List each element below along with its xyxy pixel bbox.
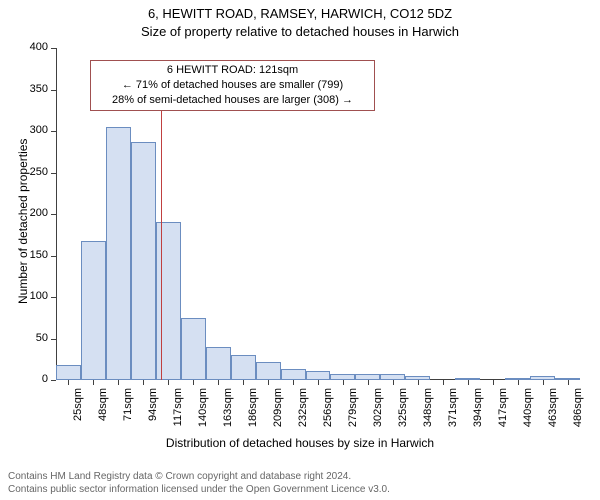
xtick-label: 232sqm	[297, 388, 309, 438]
ytick-mark	[51, 131, 56, 132]
xtick-label: 163sqm	[222, 388, 234, 438]
ytick-mark	[51, 214, 56, 215]
xtick-mark	[543, 380, 544, 385]
x-axis-label: Distribution of detached houses by size …	[0, 436, 600, 450]
histogram-bar	[355, 374, 380, 380]
xtick-label: 417sqm	[497, 388, 509, 438]
xtick-mark	[518, 380, 519, 385]
xtick-mark	[143, 380, 144, 385]
xtick-label: 48sqm	[97, 388, 109, 438]
xtick-mark	[393, 380, 394, 385]
xtick-label: 394sqm	[472, 388, 484, 438]
xtick-label: 440sqm	[522, 388, 534, 438]
ytick-label: 350	[0, 83, 48, 95]
ytick-mark	[51, 256, 56, 257]
xtick-label: 279sqm	[347, 388, 359, 438]
callout-box: 6 HEWITT ROAD: 121sqm← 71% of detached h…	[90, 60, 375, 111]
histogram-bar	[231, 355, 256, 380]
y-axis-label: Number of detached properties	[16, 139, 30, 304]
histogram-bar	[156, 222, 181, 380]
chart-title-address: 6, HEWITT ROAD, RAMSEY, HARWICH, CO12 5D…	[0, 6, 600, 21]
ytick-mark	[51, 380, 56, 381]
ytick-label: 200	[0, 207, 48, 219]
histogram-bar	[330, 374, 355, 380]
ytick-label: 50	[0, 332, 48, 344]
callout-line-1: 6 HEWITT ROAD: 121sqm	[97, 63, 368, 78]
xtick-label: 325sqm	[397, 388, 409, 438]
ytick-label: 300	[0, 124, 48, 136]
xtick-mark	[493, 380, 494, 385]
histogram-bar	[256, 362, 281, 380]
ytick-label: 250	[0, 166, 48, 178]
xtick-mark	[68, 380, 69, 385]
xtick-mark	[93, 380, 94, 385]
histogram-bar	[181, 318, 206, 380]
xtick-label: 94sqm	[147, 388, 159, 438]
xtick-mark	[218, 380, 219, 385]
ytick-mark	[51, 48, 56, 49]
xtick-mark	[168, 380, 169, 385]
ytick-label: 150	[0, 249, 48, 261]
xtick-mark	[293, 380, 294, 385]
xtick-label: 209sqm	[272, 388, 284, 438]
ytick-mark	[51, 339, 56, 340]
xtick-label: 256sqm	[322, 388, 334, 438]
xtick-mark	[193, 380, 194, 385]
xtick-mark	[268, 380, 269, 385]
xtick-label: 302sqm	[372, 388, 384, 438]
histogram-bar	[56, 365, 81, 380]
ytick-label: 100	[0, 290, 48, 302]
callout-line-2: ← 71% of detached houses are smaller (79…	[97, 78, 368, 93]
xtick-mark	[243, 380, 244, 385]
xtick-label: 117sqm	[172, 388, 184, 438]
chart-title-sub: Size of property relative to detached ho…	[0, 24, 600, 39]
xtick-mark	[418, 380, 419, 385]
histogram-bar	[306, 371, 331, 380]
xtick-label: 140sqm	[197, 388, 209, 438]
histogram-bar	[505, 378, 530, 380]
callout-line-3: 28% of semi-detached houses are larger (…	[97, 93, 368, 108]
xtick-mark	[468, 380, 469, 385]
histogram-bar	[555, 378, 580, 380]
xtick-label: 71sqm	[122, 388, 134, 438]
histogram-bar	[81, 241, 106, 380]
histogram-bar	[106, 127, 131, 380]
ytick-mark	[51, 297, 56, 298]
attribution-line-1: Contains HM Land Registry data © Crown c…	[8, 470, 390, 483]
xtick-label: 186sqm	[247, 388, 259, 438]
xtick-label: 348sqm	[422, 388, 434, 438]
attribution-text: Contains HM Land Registry data © Crown c…	[8, 470, 390, 496]
xtick-label: 25sqm	[72, 388, 84, 438]
ytick-mark	[51, 173, 56, 174]
ytick-label: 0	[0, 373, 48, 385]
attribution-line-2: Contains public sector information licen…	[8, 483, 390, 496]
histogram-bar	[455, 378, 480, 380]
xtick-label: 486sqm	[572, 388, 584, 438]
xtick-mark	[568, 380, 569, 385]
ytick-mark	[51, 90, 56, 91]
xtick-mark	[343, 380, 344, 385]
xtick-mark	[118, 380, 119, 385]
xtick-mark	[443, 380, 444, 385]
xtick-mark	[318, 380, 319, 385]
xtick-label: 371sqm	[447, 388, 459, 438]
histogram-bar	[281, 369, 306, 380]
histogram-bar	[206, 347, 231, 380]
histogram-bar	[530, 376, 555, 380]
xtick-label: 463sqm	[547, 388, 559, 438]
histogram-bar	[380, 374, 405, 380]
histogram-bar	[405, 376, 430, 380]
histogram-bar	[131, 142, 156, 380]
xtick-mark	[368, 380, 369, 385]
ytick-label: 400	[0, 41, 48, 53]
